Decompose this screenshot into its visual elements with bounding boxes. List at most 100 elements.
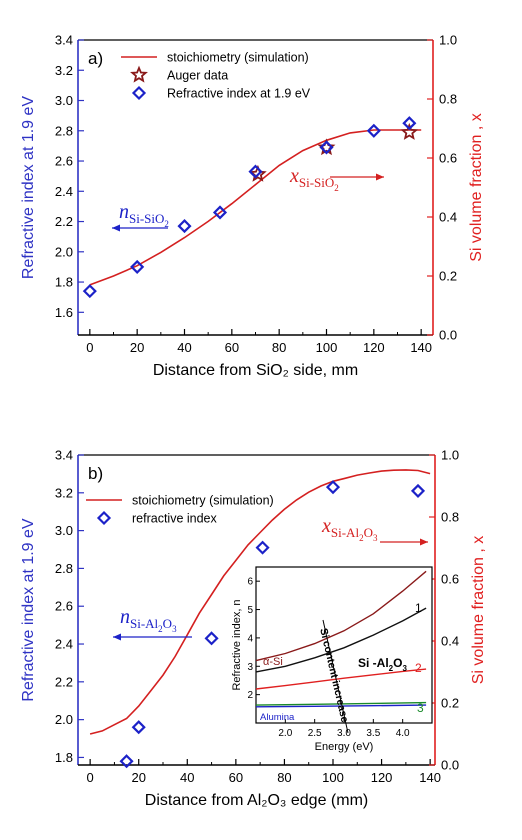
y-right-tick-label: 0.8 [441, 510, 459, 525]
data-point-diamond [319, 140, 334, 155]
y-left-axis-title: Refractive index at 1.9 eV [20, 96, 37, 280]
y-right-tick-label: 0.4 [441, 634, 459, 649]
inset-y-tick-label: 4 [247, 633, 253, 644]
y-right-tick-label: 0.6 [439, 151, 457, 166]
y-right-tick-label: 0.8 [439, 92, 457, 107]
y-right-tick-label: 1.0 [441, 448, 459, 463]
inset-label-3: 3 [417, 701, 424, 715]
x-axis-title: Distance from Al₂O₃ edge (mm) [145, 792, 368, 809]
inset-label-alpha-si: α-Si [263, 656, 283, 668]
y-left-tick-label: 3.0 [55, 523, 73, 538]
y-right-tick-label: 0.0 [441, 758, 459, 773]
annotation-n: nSi-Al2O3 [120, 606, 177, 634]
y-left-tick-label: 3.2 [55, 485, 73, 500]
data-point-diamond [248, 164, 263, 179]
inset-x-tick-label: 2.5 [308, 728, 322, 739]
x-tick-label: 120 [363, 340, 385, 355]
annotation-n-sub: Si-SiO [129, 211, 164, 226]
y-right-tick-label: 0.2 [439, 269, 457, 284]
annotation-n-main: n [120, 606, 130, 628]
y-left-tick-label: 3.4 [55, 33, 73, 48]
y-left-tick-label: 2.0 [55, 712, 73, 727]
legend-label: Auger data [167, 69, 228, 83]
inset-y-tick-label: 2 [247, 690, 253, 701]
x-tick-label: 100 [316, 340, 338, 355]
data-point-diamond [325, 480, 341, 495]
y-right-axis-title: Si volume fraction , x [468, 113, 485, 262]
annotation-x-sub: 2 [334, 183, 339, 193]
arrow-right-head [420, 538, 428, 546]
y-left-tick-label: 2.2 [55, 214, 73, 229]
data-point-diamond [402, 116, 417, 131]
legend-label: Refractive index at 1.9 eV [167, 87, 311, 101]
y-left-tick-label: 2.8 [55, 561, 73, 576]
annotation-x-sub: 2 [359, 533, 364, 543]
annotation-x: xSi-Al2O3 [321, 515, 378, 543]
x-tick-label: 20 [131, 770, 145, 785]
annotation-x-main: x [289, 165, 299, 187]
legend-diamond-swatch [131, 85, 147, 101]
data-point-diamond [177, 219, 192, 234]
arrow-right-head [376, 173, 384, 181]
inset-label-si-al2o3-sub: O [393, 656, 402, 670]
annotation-n-sub: Si-Al [130, 616, 159, 631]
y-left-tick-label: 2.8 [55, 123, 73, 138]
inset-y-tick-label: 6 [247, 577, 253, 588]
inset-label-si-al2o3-sub: 2 [389, 664, 394, 673]
y-left-tick-label: 2.0 [55, 244, 73, 259]
y-left-tick-label: 3.0 [55, 93, 73, 108]
legend-diamond-swatch [96, 510, 112, 526]
inset-y-tick-label: 3 [247, 662, 253, 673]
data-point-diamond [410, 483, 426, 498]
data-point-star [317, 138, 336, 156]
y-left-tick-label: 2.6 [55, 154, 73, 169]
annotation-n-main: n [119, 201, 129, 223]
data-point-diamond [131, 720, 146, 735]
arrow-left-head [113, 633, 121, 641]
inset-y-tick-label: 5 [247, 605, 253, 616]
y-right-tick-label: 0.2 [441, 696, 459, 711]
legend-label: stoichiometry (simulation) [132, 494, 274, 508]
data-point-diamond [366, 123, 381, 138]
x-tick-label: 60 [229, 770, 243, 785]
inset-curve [255, 570, 427, 662]
inset-curve [255, 704, 427, 708]
x-tick-label: 0 [87, 770, 94, 785]
annotation-x-main: x [321, 515, 331, 537]
annotation-x: xSi-SiO2 [289, 165, 339, 193]
data-point-diamond [119, 754, 134, 769]
y-left-tick-label: 3.4 [55, 448, 73, 463]
annotation-n: nSi-SiO2 [119, 201, 169, 229]
panel-label: a) [88, 49, 103, 68]
inset-y-title: Refractive index, n [231, 599, 243, 690]
y-left-tick-label: 2.4 [55, 184, 73, 199]
x-tick-label: 40 [180, 770, 194, 785]
inset-diagonal-arrow [322, 619, 349, 734]
x-tick-label: 80 [272, 340, 286, 355]
y-left-tick-label: 1.6 [55, 305, 73, 320]
inset-curve [255, 668, 427, 690]
series-line [89, 469, 431, 735]
y-right-tick-label: 0.6 [441, 572, 459, 587]
inset-label-2: 2 [415, 661, 422, 675]
x-tick-label: 20 [130, 340, 144, 355]
inset-label-si-al2o3-sub: 3 [402, 664, 407, 673]
annotation-x-sub: Si-Al [331, 525, 360, 540]
x-tick-label: 120 [371, 770, 393, 785]
inset-curve [255, 701, 427, 706]
panel-b: 0 20 40 60 80 100 120 140 1.8 2.0 2.2 2.4 2.6 2.8 3.0 3… [20, 448, 487, 810]
inset-x-title: Energy (eV) [315, 741, 374, 753]
data-point-star [400, 122, 419, 140]
x-tick-label: 100 [322, 770, 344, 785]
annotation-n-sub: 3 [172, 624, 177, 634]
annotation-n-sub: 2 [158, 624, 163, 634]
y-right-tick-label: 0.0 [439, 328, 457, 343]
y-left-tick-label: 2.4 [55, 637, 73, 652]
inset-label-alumina: Alumina [260, 712, 295, 723]
data-point-diamond [212, 205, 228, 220]
inset-x-tick-label: 4.0 [396, 728, 410, 739]
y-left-tick-label: 3.2 [55, 63, 73, 78]
inset-label-si-al2o3-main: Si -Al [358, 656, 389, 670]
inset-frame [255, 566, 433, 724]
legend-star-swatch [130, 65, 148, 83]
